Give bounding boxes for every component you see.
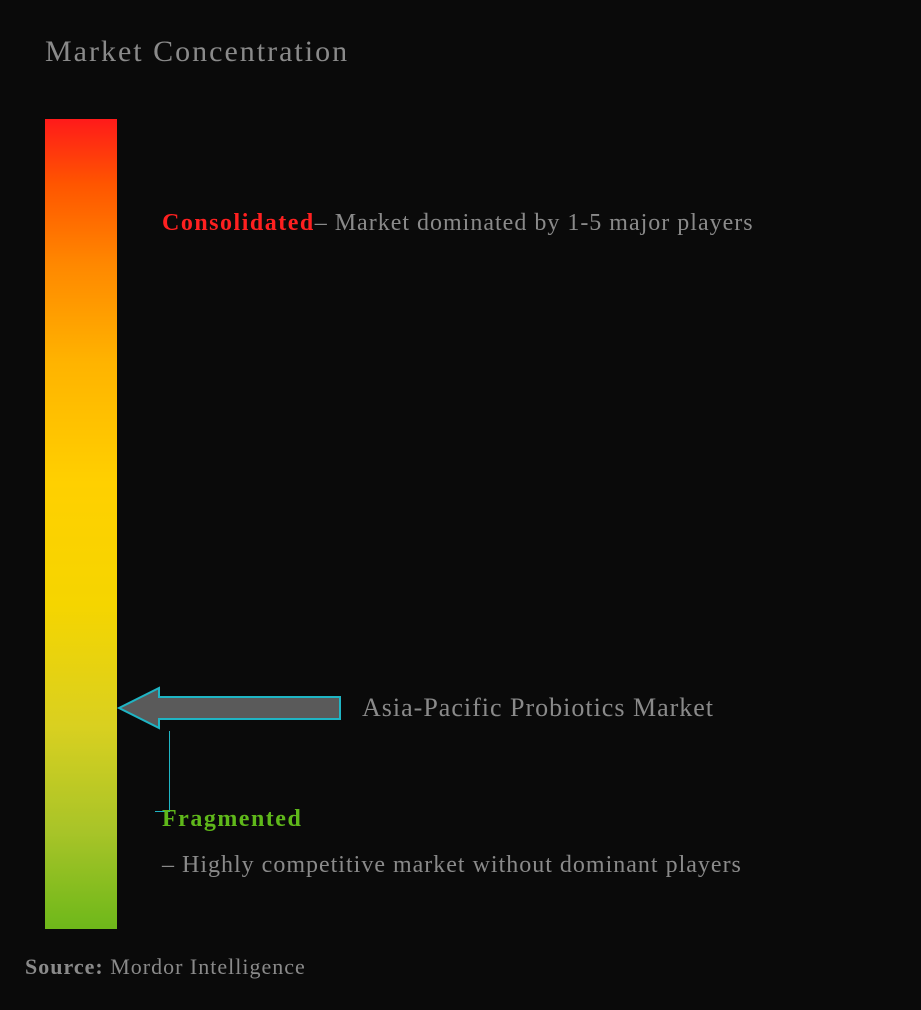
fragmented-text: – Highly competitive market without domi… [162,843,742,889]
chart-content: Consolidated – Market dominated by 1-5 m… [45,119,891,929]
concentration-gradient-bar [45,119,117,929]
consolidated-label-row: Consolidated – Market dominated by 1-5 m… [162,201,881,247]
chart-title: Market Concentration [45,35,891,69]
market-marker: Asia-Pacific Probiotics Market [117,684,714,732]
marker-label: Asia-Pacific Probiotics Market [362,693,714,723]
fragmented-key: Fragmented [162,797,302,843]
arrow-left-icon [117,684,342,732]
fragmented-label-row: Fragmented – Highly competitive market w… [162,797,881,888]
source-text: Mordor Intelligence [104,954,306,979]
source-attribution: Source: Mordor Intelligence [25,954,306,980]
consolidated-key: Consolidated [162,201,315,247]
consolidated-text: – Market dominated by 1-5 major players [315,201,754,247]
source-label: Source: [25,954,104,979]
labels-area: Consolidated – Market dominated by 1-5 m… [117,119,891,929]
